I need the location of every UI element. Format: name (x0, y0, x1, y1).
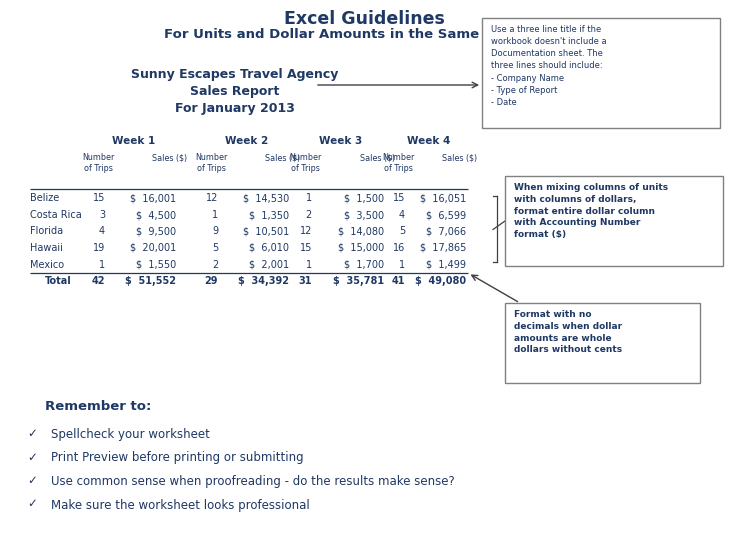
Text: $  7,066: $ 7,066 (426, 226, 466, 237)
Text: $  35,781: $ 35,781 (333, 276, 384, 286)
Text: Week 3: Week 3 (319, 136, 362, 146)
Text: 41: 41 (391, 276, 405, 286)
Text: Use a three line title if the
workbook doesn't include a
Documentation sheet. Th: Use a three line title if the workbook d… (491, 25, 607, 107)
Text: Excel Guidelines: Excel Guidelines (284, 10, 445, 28)
Text: $  51,552: $ 51,552 (125, 276, 176, 286)
Text: 31: 31 (298, 276, 312, 286)
Text: $  1,499: $ 1,499 (426, 259, 466, 270)
Text: 1: 1 (399, 259, 405, 270)
Text: $  9,500: $ 9,500 (136, 226, 176, 237)
FancyBboxPatch shape (505, 176, 723, 266)
FancyBboxPatch shape (482, 18, 720, 128)
Text: 42: 42 (92, 276, 105, 286)
Text: Mexico: Mexico (30, 259, 64, 270)
Text: Number
of Trips: Number of Trips (289, 153, 321, 173)
Text: 19: 19 (93, 243, 105, 253)
Text: Sunny Escapes Travel Agency: Sunny Escapes Travel Agency (131, 68, 339, 81)
Text: $  10,501: $ 10,501 (243, 226, 289, 237)
Text: 5: 5 (399, 226, 405, 237)
Text: Total: Total (45, 276, 71, 286)
Text: $  49,080: $ 49,080 (415, 276, 466, 286)
Text: Number
of Trips: Number of Trips (382, 153, 414, 173)
Text: Hawaii: Hawaii (30, 243, 63, 253)
Text: Florida: Florida (30, 226, 63, 237)
Text: $  1,350: $ 1,350 (249, 210, 289, 220)
Text: ✓: ✓ (27, 450, 37, 464)
Text: 12: 12 (300, 226, 312, 237)
Text: Week 2: Week 2 (225, 136, 268, 146)
Text: Costa Rica: Costa Rica (30, 210, 82, 220)
Text: Sales Report: Sales Report (190, 85, 280, 98)
Text: $  4,500: $ 4,500 (136, 210, 176, 220)
Text: ✓: ✓ (27, 474, 37, 487)
Text: 12: 12 (206, 194, 218, 203)
Text: $  6,010: $ 6,010 (249, 243, 289, 253)
Text: Format with no
decimals when dollar
amounts are whole
dollars without cents: Format with no decimals when dollar amou… (514, 310, 622, 355)
Text: 1: 1 (306, 259, 312, 270)
Text: $  16,051: $ 16,051 (420, 194, 466, 203)
Text: Belize: Belize (30, 194, 59, 203)
Text: For January 2013: For January 2013 (175, 102, 295, 115)
Text: Number
of Trips: Number of Trips (82, 153, 114, 173)
Text: Remember to:: Remember to: (45, 400, 152, 413)
Text: Sales ($): Sales ($) (443, 153, 477, 162)
Text: Week 4: Week 4 (407, 136, 451, 146)
Text: $  34,392: $ 34,392 (238, 276, 289, 286)
Text: $  3,500: $ 3,500 (344, 210, 384, 220)
Text: Spellcheck your worksheet: Spellcheck your worksheet (51, 428, 210, 441)
Text: Sales ($): Sales ($) (152, 153, 187, 162)
Text: 15: 15 (393, 194, 405, 203)
Text: $  15,000: $ 15,000 (338, 243, 384, 253)
Text: Sales ($): Sales ($) (360, 153, 396, 162)
Text: $  17,865: $ 17,865 (420, 243, 466, 253)
Text: For Units and Dollar Amounts in the Same Worksheet: For Units and Dollar Amounts in the Same… (165, 28, 564, 41)
Text: 15: 15 (93, 194, 105, 203)
Text: 4: 4 (399, 210, 405, 220)
Text: 2: 2 (211, 259, 218, 270)
Text: Sales ($): Sales ($) (265, 153, 300, 162)
Text: $  1,500: $ 1,500 (344, 194, 384, 203)
Text: Print Preview before printing or submitting: Print Preview before printing or submitt… (51, 451, 303, 464)
Text: $  6,599: $ 6,599 (426, 210, 466, 220)
Text: 15: 15 (300, 243, 312, 253)
FancyBboxPatch shape (505, 303, 700, 383)
Text: Use common sense when proofreading - do the results make sense?: Use common sense when proofreading - do … (51, 475, 455, 488)
Text: 4: 4 (99, 226, 105, 237)
Text: 1: 1 (306, 194, 312, 203)
Text: 9: 9 (212, 226, 218, 237)
Text: 3: 3 (99, 210, 105, 220)
Text: $  1,700: $ 1,700 (344, 259, 384, 270)
Text: $  14,080: $ 14,080 (338, 226, 384, 237)
Text: Make sure the worksheet looks professional: Make sure the worksheet looks profession… (51, 499, 310, 512)
Text: 1: 1 (212, 210, 218, 220)
Text: $  20,001: $ 20,001 (130, 243, 176, 253)
Text: Number
of Trips: Number of Trips (195, 153, 227, 173)
Text: ✓: ✓ (27, 427, 37, 440)
Text: Week 1: Week 1 (112, 136, 155, 146)
Text: 29: 29 (205, 276, 218, 286)
Text: 1: 1 (99, 259, 105, 270)
Text: 2: 2 (305, 210, 312, 220)
Text: When mixing columns of units
with columns of dollars,
format entire dollar colum: When mixing columns of units with column… (514, 183, 668, 239)
Text: $  2,001: $ 2,001 (249, 259, 289, 270)
Text: $  14,530: $ 14,530 (243, 194, 289, 203)
Text: 5: 5 (211, 243, 218, 253)
Text: 16: 16 (393, 243, 405, 253)
Text: $  16,001: $ 16,001 (130, 194, 176, 203)
Text: ✓: ✓ (27, 498, 37, 511)
Text: $  1,550: $ 1,550 (136, 259, 176, 270)
